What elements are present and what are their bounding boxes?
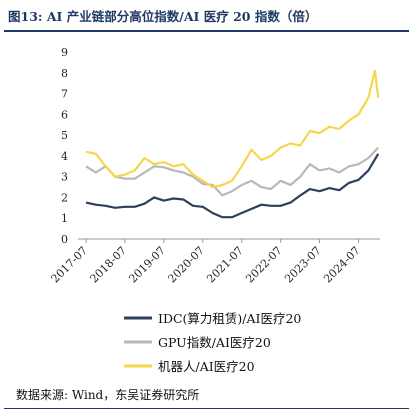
legend-label: IDC(算力租赁)/AI医疗20 <box>158 311 301 326</box>
x-axis: 2017-072018-072019-072020-072021-072022-… <box>49 238 380 286</box>
legend-label: 机器人/AI医疗20 <box>158 359 255 374</box>
y-tick-label: 9 <box>61 46 68 59</box>
legend: IDC(算力租赁)/AI医疗20 GPU指数/AI医疗20 机器人/AI医疗20 <box>124 311 301 374</box>
title-rule <box>4 30 409 32</box>
y-tick-label: 5 <box>61 129 68 142</box>
series-lines <box>85 69 380 219</box>
y-tick-label: 7 <box>61 88 68 101</box>
x-tick-label: 2018-07 <box>88 244 130 286</box>
y-tick-label: 3 <box>61 171 68 184</box>
y-tick-label: 6 <box>61 108 68 121</box>
bottom-rule <box>4 408 409 409</box>
x-tick-label: 2019-07 <box>126 244 168 286</box>
x-tick-label: 2020-07 <box>165 244 207 286</box>
chart-title: 图13: AI 产业链部分高位指数/AI 医疗 20 指数（倍） <box>8 9 318 24</box>
series-line-idc <box>85 153 380 219</box>
y-tick-label: 2 <box>61 191 68 204</box>
y-tick-label: 8 <box>61 67 68 80</box>
data-source-note: 数据来源: Wind，东吴证券研究所 <box>16 388 200 402</box>
x-tick-label: 2021-07 <box>204 244 246 286</box>
y-axis: 0 1 2 3 4 5 6 7 8 9 <box>61 46 68 246</box>
x-tick-label: 2022-07 <box>243 244 285 286</box>
series-line-robot <box>85 69 380 189</box>
x-tick-label: 2017-07 <box>49 244 91 286</box>
x-tick-label: 2024-07 <box>321 244 363 286</box>
series-line-gpu <box>85 146 380 197</box>
x-tick-label: 2023-07 <box>282 244 324 286</box>
y-tick-label: 0 <box>61 233 68 246</box>
y-tick-label: 4 <box>61 150 68 163</box>
y-tick-label: 1 <box>61 212 68 225</box>
legend-label: GPU指数/AI医疗20 <box>158 335 271 350</box>
